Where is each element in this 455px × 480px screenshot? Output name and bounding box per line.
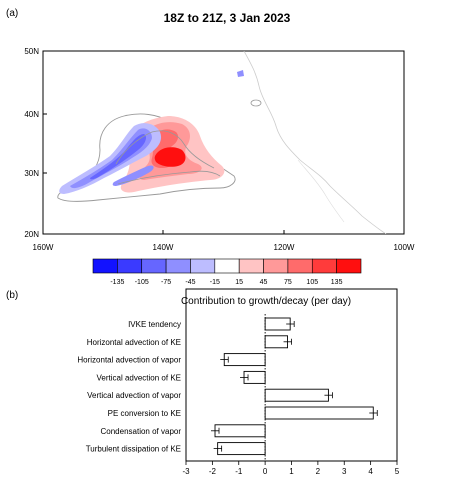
colorbar-label: 135 [331,279,343,286]
colorbar-label: 105 [306,279,318,286]
colorbar-box [141,258,167,274]
lat-tick-label: 20N [24,230,39,239]
category-label: Turbulent dissipation of KE [86,445,181,454]
x-tick-label: 5 [395,467,400,476]
category-label: Condensation of vapor [101,427,182,436]
category-label: Horizontal advection of KE [87,338,181,347]
x-tick-label: -2 [209,467,217,476]
x-tick-label: 4 [368,467,373,476]
panel-a-label: (a) [6,8,18,19]
colorbar-label: -135 [110,279,124,286]
colorbar-label: -75 [161,279,171,286]
colorbar-box [311,258,337,274]
lat-tick-label: 40N [24,110,39,119]
bar [264,388,329,402]
outline-contour-small [250,99,262,107]
colorbar-box [92,258,118,274]
blue-region-secondary [112,165,154,186]
category-label: Horizontal advection of vapor [77,356,181,365]
colorbar-box [117,258,143,274]
colorbar-label: 15 [235,279,243,286]
colorbar: -135 -105 -75 -45 -15 15 45 75 105 135 [92,258,362,286]
colorbar-box [287,258,313,274]
map-plot: 50N 40N 30N 20N 160W 140W 120W 100W [24,47,415,252]
bar [217,442,266,456]
category-label: IVKE tendency [128,320,181,329]
x-tick-label: -3 [182,467,190,476]
bar-chart: Contribution to growth/decay (per day) I… [77,288,400,476]
bar-chart-title: Contribution to growth/decay (per day) [181,296,351,307]
colorbar-box [214,258,240,274]
lon-tick-label: 100W [394,243,415,252]
colorbar-box [238,258,264,274]
x-tick-label: 3 [342,467,347,476]
colorbar-box [336,258,362,274]
lon-tick-label: 140W [153,243,174,252]
lat-tick-label: 30N [24,169,39,178]
red-region-core [154,147,186,167]
x-axis: -3 -2 -1 0 1 2 3 4 5 [182,461,400,476]
map-frame [42,50,405,235]
x-tick-label: 2 [316,467,321,476]
map-field [57,51,387,234]
x-tick-label: 1 [289,467,294,476]
blue-region-inner [90,134,146,180]
bar [223,353,266,367]
bar [214,424,266,438]
x-tick-label: 0 [263,467,268,476]
colorbar-box [190,258,216,274]
category-label: Vertical advection of KE [97,373,182,382]
blue-patch-north [237,70,244,77]
lat-tick-label: 50N [24,47,39,56]
coastline [243,51,387,234]
colorbar-label: -45 [185,279,195,286]
bar [264,406,374,420]
category-label: Vertical advection of vapor [87,391,181,400]
colorbar-label: -105 [135,279,149,286]
lat-axis: 50N 40N 30N 20N [24,47,47,239]
colorbar-box [165,258,191,274]
x-tick-label: -1 [235,467,243,476]
bars: IVKE tendency Horizontal advection of KE H… [77,314,378,461]
lon-tick-label: 120W [274,243,295,252]
outline-contour-inner [115,130,215,169]
outline-contour-band [117,170,221,185]
colorbar-label: -15 [210,279,220,286]
lon-axis: 160W 140W 120W 100W [33,230,415,252]
lon-tick-label: 160W [33,243,54,252]
colorbar-box [263,258,289,274]
panel-b-label: (b) [6,290,18,301]
map-title: 18Z to 21Z, 3 Jan 2023 [164,11,291,25]
colorbar-label: 45 [260,279,268,286]
colorbar-label: 75 [284,279,292,286]
outline-contour-outer [57,113,236,202]
baja-coast [297,159,345,223]
category-label: PE conversion to KE [108,409,181,418]
